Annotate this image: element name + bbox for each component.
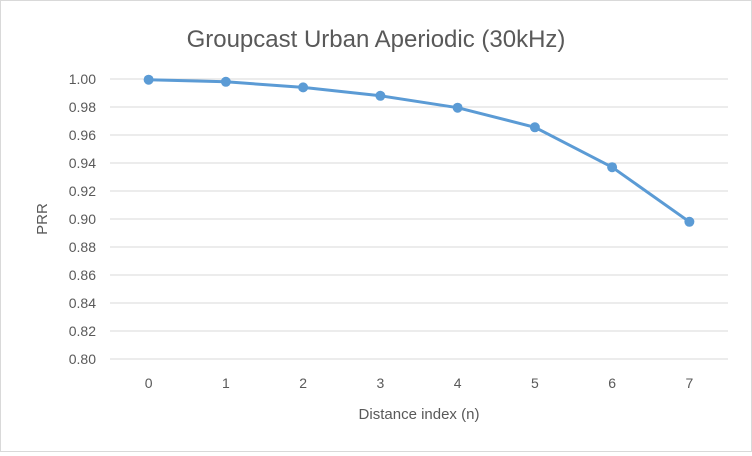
data-point — [607, 162, 618, 173]
y-tick-label: 1.00 — [69, 71, 96, 87]
y-tick-label: 0.94 — [69, 155, 96, 171]
x-tick-label: 3 — [376, 375, 384, 391]
y-axis-label: PRR — [34, 203, 51, 235]
y-tick-label: 0.82 — [69, 323, 96, 339]
y-axis-ticks: 0.80 0.82 0.84 0.86 0.88 0.90 0.92 0.94 0.96 0.98… — [69, 71, 96, 367]
y-tick-label: 0.80 — [69, 351, 96, 367]
data-point — [143, 74, 154, 85]
series-group — [143, 74, 695, 227]
y-tick-label: 0.86 — [69, 267, 96, 283]
data-point — [529, 122, 540, 133]
x-tick-label: 5 — [531, 375, 539, 391]
x-tick-label: 2 — [299, 375, 307, 391]
x-axis-ticks: 0 1 2 3 4 5 6 7 — [145, 375, 694, 391]
y-tick-label: 0.96 — [69, 127, 96, 143]
x-tick-label: 0 — [145, 375, 153, 391]
x-tick-label: 1 — [222, 375, 230, 391]
x-tick-label: 4 — [454, 375, 462, 391]
data-point — [452, 102, 463, 113]
x-tick-label: 6 — [608, 375, 616, 391]
data-point — [684, 216, 695, 227]
x-axis-label: Distance index (n) — [359, 406, 480, 423]
y-tick-label: 0.92 — [69, 183, 96, 199]
y-tick-label: 0.98 — [69, 99, 96, 115]
data-point — [375, 90, 386, 101]
y-tick-label: 0.90 — [69, 211, 96, 227]
y-tick-label: 0.84 — [69, 295, 96, 311]
x-tick-label: 7 — [685, 375, 693, 391]
series-line — [147, 78, 691, 224]
data-point — [298, 82, 309, 93]
y-tick-label: 0.88 — [69, 239, 96, 255]
chart-title: Groupcast Urban Aperiodic (30kHz) — [187, 26, 566, 53]
gridlines — [110, 78, 728, 360]
data-point — [220, 76, 231, 87]
